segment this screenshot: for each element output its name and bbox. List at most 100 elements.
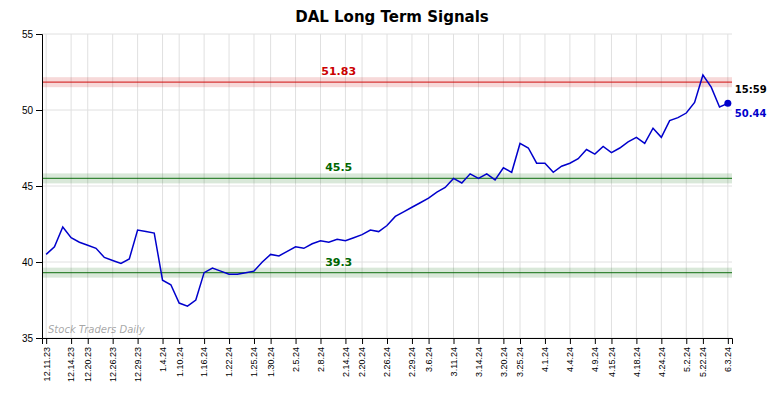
tick-label: 50 (22, 105, 34, 116)
tick-label: 12.26.23 (108, 347, 118, 382)
reference-band (42, 268, 732, 278)
tick-label: 12.20.23 (83, 347, 93, 382)
tick-label: 4.4.24 (565, 347, 575, 372)
tick: 2.29.24 (407, 338, 417, 377)
reference-line (42, 82, 732, 83)
tick-label: 2.14.24 (341, 347, 351, 377)
tick-label: 3.20.24 (499, 347, 509, 377)
tick-label: 3.6.24 (424, 347, 434, 372)
tick-mark (345, 338, 346, 344)
tick-label: 5.22.24 (698, 347, 708, 377)
tick: 12.29.23 (133, 338, 143, 382)
tick: 3.14.24 (474, 338, 484, 377)
tick-mark (36, 186, 42, 187)
tick-label: 4.9.24 (590, 347, 600, 372)
tick-mark (429, 338, 430, 344)
tick-mark (254, 338, 255, 344)
tick-mark (387, 338, 388, 344)
tick-label: 1.10.24 (175, 347, 185, 377)
tick: 4.15.24 (607, 338, 617, 377)
tick: 3.25.24 (515, 338, 525, 377)
annotation: 15:59 (735, 84, 767, 95)
reference-line (42, 178, 732, 179)
tick: 4.18.24 (632, 338, 642, 377)
plot: 35 40 45 50 55 12.11.23 12.14.23 12.20.23 12.26.… (22, 29, 767, 382)
tick-mark (163, 338, 164, 344)
tick-mark (113, 338, 114, 344)
reference-band (42, 173, 732, 183)
tick-label: 1.16.24 (199, 347, 209, 377)
tick-mark (204, 338, 205, 344)
marks (42, 75, 732, 306)
tick: 2.5.24 (291, 338, 301, 372)
tick: 1.22.24 (224, 338, 234, 377)
tick-label: 4.15.24 (607, 347, 617, 377)
tick: 2.26.24 (382, 338, 392, 377)
tick-mark (686, 338, 687, 344)
tick-label: 4.1.24 (540, 347, 550, 372)
tick: 1.10.24 (175, 338, 185, 377)
reference-band (42, 77, 732, 87)
tick-mark (520, 338, 521, 344)
tick-mark (179, 338, 180, 344)
tick-label: 2.20.24 (357, 347, 367, 377)
tick-mark (138, 338, 139, 344)
chart: DAL Long Term Signals354045505512.11.231… (0, 0, 784, 398)
tick-label: 1.30.24 (266, 347, 276, 377)
tick: 55 (22, 29, 42, 40)
tick-label: 12.11.23 (42, 347, 52, 381)
tick: 4.24.24 (657, 338, 667, 377)
tick: 50 (22, 105, 42, 116)
tick: 2.8.24 (316, 338, 326, 372)
tick-mark (703, 338, 704, 344)
tick: 6.3.24 (723, 338, 733, 372)
tick-mark (545, 338, 546, 344)
tick-mark (36, 34, 42, 35)
tick-mark (362, 338, 363, 344)
reference-label: 39.3 (325, 256, 352, 269)
tick-mark (636, 338, 637, 344)
tick-label: 1.22.24 (224, 347, 234, 377)
tick: 1.16.24 (199, 338, 209, 377)
tick-label: 5.2.24 (682, 347, 692, 372)
tick-mark (454, 338, 455, 344)
tick-mark (728, 338, 729, 344)
tick-mark (611, 338, 612, 344)
reference-label: 45.5 (325, 161, 352, 174)
tick-label: 2.5.24 (291, 347, 301, 372)
tick-mark (36, 338, 42, 339)
tick: 45 (22, 181, 42, 192)
tick-mark (570, 338, 571, 344)
reference-line (42, 272, 732, 273)
tick-mark (412, 338, 413, 344)
x-axis: 12.11.23 12.14.23 12.20.23 12.26.23 12.29.23… (42, 338, 734, 382)
tick: 3.6.24 (424, 338, 434, 372)
tick: 12.26.23 (108, 338, 118, 382)
tick: 12.11.23 (42, 338, 52, 381)
tick-mark (320, 338, 321, 344)
tick-mark (36, 262, 42, 263)
tick: 3.11.24 (449, 338, 459, 376)
tick-label: 2.29.24 (407, 347, 417, 377)
tick-label: 40 (22, 257, 34, 268)
axis-line (43, 339, 733, 345)
tick: 5.2.24 (682, 338, 692, 372)
tick-label: 3.14.24 (474, 347, 484, 377)
last-point (724, 100, 731, 107)
tick: 12.14.23 (66, 338, 76, 382)
tick: 12.20.23 (83, 338, 93, 382)
tick: 1.4.24 (158, 338, 168, 372)
tick-mark (478, 338, 479, 344)
tick-mark (661, 338, 662, 344)
tick-label: 3.25.24 (515, 347, 525, 377)
title: DAL Long Term Signals (295, 8, 489, 26)
axis-line (36, 35, 43, 339)
tick-label: 1.25.24 (249, 347, 259, 377)
tick-label: 4.24.24 (657, 347, 667, 377)
tick: 35 (22, 333, 42, 344)
tick-label: 45 (22, 181, 34, 192)
tick-label: 12.14.23 (66, 347, 76, 382)
tick-mark (296, 338, 297, 344)
tick: 4.4.24 (565, 338, 575, 372)
watermark: Stock Traders Daily (48, 324, 146, 335)
